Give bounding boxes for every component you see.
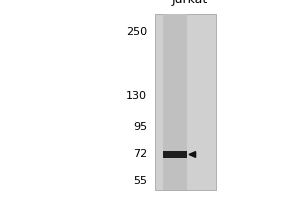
Text: 72: 72 [133,149,147,159]
Text: 250: 250 [126,27,147,37]
Polygon shape [189,152,196,157]
Text: 130: 130 [126,91,147,101]
Bar [164,151,188,158]
Bar [164,14,188,190]
Bar [154,14,216,190]
Text: Jurkat: Jurkat [172,0,208,6]
Text: 55: 55 [133,176,147,186]
Text: 95: 95 [133,122,147,132]
